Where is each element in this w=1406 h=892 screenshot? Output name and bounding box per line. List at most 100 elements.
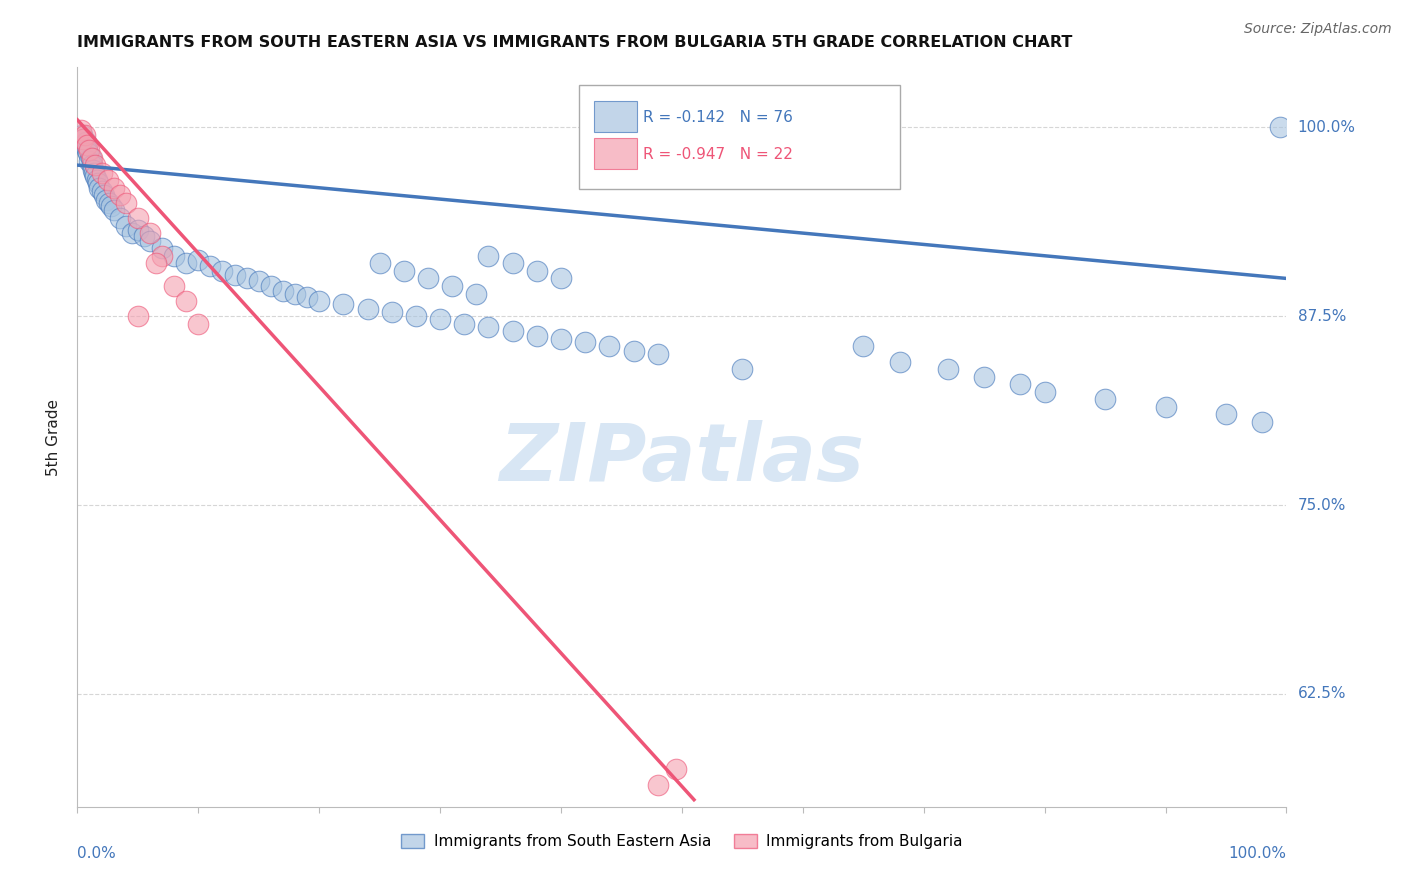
Point [145,256,167,270]
FancyBboxPatch shape [579,86,900,189]
Point [308,294,330,309]
Point [647,347,669,361]
Point [973,369,995,384]
Point [73,128,96,142]
Point [90,166,112,180]
Point [477,319,499,334]
Y-axis label: 5th Grade: 5th Grade [46,399,62,475]
Point [127,211,149,225]
Point [1270,120,1292,135]
Point [70,123,93,137]
Point [416,271,439,285]
Point [93,188,115,202]
Point [623,343,645,358]
Point [187,253,209,268]
FancyBboxPatch shape [593,138,637,169]
Point [80,158,103,172]
Point [163,249,186,263]
Point [502,324,524,338]
Point [72,132,94,146]
Point [574,334,596,349]
Point [150,241,173,255]
Point [108,211,131,225]
Point [1215,408,1237,422]
Point [70,128,93,142]
Point [271,284,294,298]
Point [392,264,415,278]
Point [114,195,136,210]
Point [132,229,155,244]
Point [731,362,754,376]
Point [1094,392,1116,407]
Point [79,153,101,168]
Point [665,763,688,777]
Point [96,173,118,187]
Point [79,143,101,157]
FancyBboxPatch shape [593,101,637,132]
Text: R = -0.142   N = 76: R = -0.142 N = 76 [643,110,793,125]
Point [79,151,101,165]
Point [526,264,548,278]
Point [526,329,548,343]
Point [97,195,120,210]
Point [87,176,110,190]
Point [550,271,572,285]
Point [150,249,173,263]
Point [502,256,524,270]
Point [852,339,875,353]
Point [103,181,125,195]
Point [1154,400,1177,414]
Point [889,354,911,368]
Point [174,256,197,270]
Legend: Immigrants from South Eastern Asia, Immigrants from Bulgaria: Immigrants from South Eastern Asia, Immi… [395,828,969,855]
Point [121,226,143,240]
Point [465,286,488,301]
Text: R = -0.947   N = 22: R = -0.947 N = 22 [643,147,793,161]
Point [429,312,451,326]
Point [100,199,122,213]
Point [441,279,464,293]
Point [368,256,391,270]
Point [83,166,105,180]
Point [1251,415,1274,429]
Point [82,162,104,177]
Point [75,136,97,150]
Point [356,301,378,316]
Text: 75.0%: 75.0% [1298,498,1346,513]
Point [86,173,108,187]
Point [90,184,112,198]
Text: 0.0%: 0.0% [77,847,117,861]
Point [76,138,98,153]
Point [174,294,197,309]
Point [550,332,572,346]
Point [224,268,246,283]
Point [598,339,620,353]
Text: 100.0%: 100.0% [1298,120,1355,135]
Point [76,143,98,157]
Point [163,279,186,293]
Text: ZIPatlas: ZIPatlas [499,420,865,499]
Point [405,309,427,323]
Point [1033,384,1056,399]
Point [1010,377,1032,392]
Point [96,193,118,207]
Point [139,226,162,240]
Point [108,188,131,202]
Point [114,219,136,233]
Point [247,275,270,289]
Point [260,279,283,293]
Point [187,317,209,331]
Point [80,151,103,165]
Point [127,223,149,237]
Point [211,264,233,278]
Text: IMMIGRANTS FROM SOUTH EASTERN ASIA VS IMMIGRANTS FROM BULGARIA 5TH GRADE CORRELA: IMMIGRANTS FROM SOUTH EASTERN ASIA VS IM… [77,36,1073,51]
Point [647,778,669,792]
Point [84,158,107,172]
Text: 100.0%: 100.0% [1229,847,1286,861]
Text: 62.5%: 62.5% [1298,687,1346,701]
Point [87,181,110,195]
Point [453,317,475,331]
Point [936,362,959,376]
Text: 87.5%: 87.5% [1298,309,1346,324]
Point [127,309,149,323]
